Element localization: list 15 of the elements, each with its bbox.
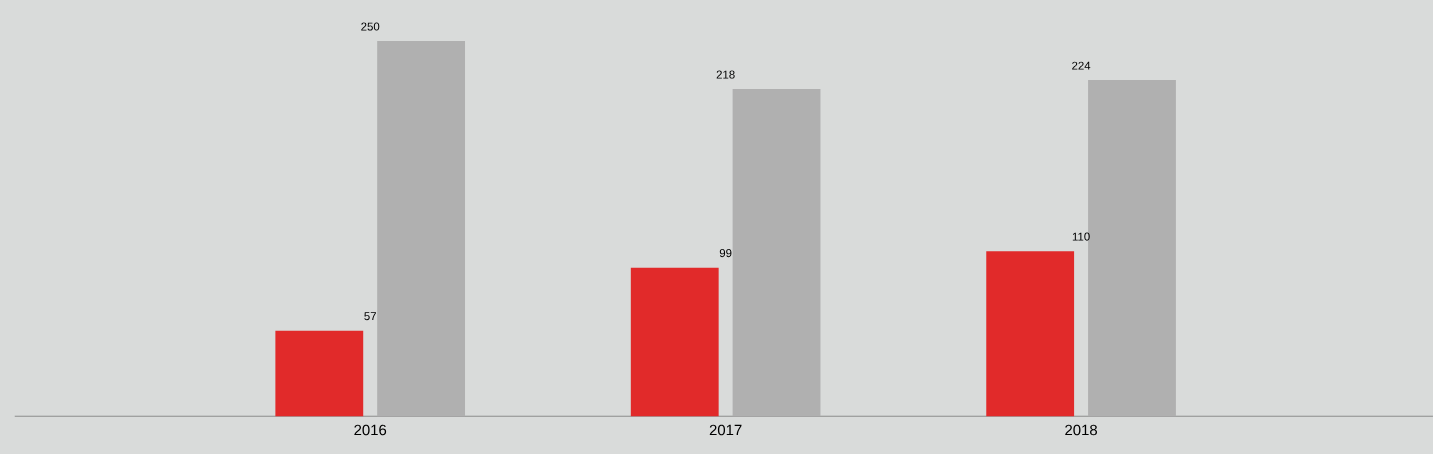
bar (275, 330, 364, 417)
bar (986, 251, 1075, 417)
data-label: 57 (364, 312, 376, 321)
x-tick-label: 2018 (1065, 424, 1098, 436)
data-label: 99 (719, 249, 732, 258)
bar (732, 89, 821, 417)
x-tick-label: 2017 (709, 424, 742, 436)
data-label: 250 (361, 22, 380, 31)
x-tick-label: 2016 (354, 424, 387, 436)
bar (377, 41, 466, 417)
data-label: 224 (1072, 61, 1091, 70)
bar (630, 267, 719, 417)
bar (1088, 80, 1176, 417)
data-label: 110 (1072, 232, 1090, 241)
data-label: 218 (716, 70, 735, 79)
